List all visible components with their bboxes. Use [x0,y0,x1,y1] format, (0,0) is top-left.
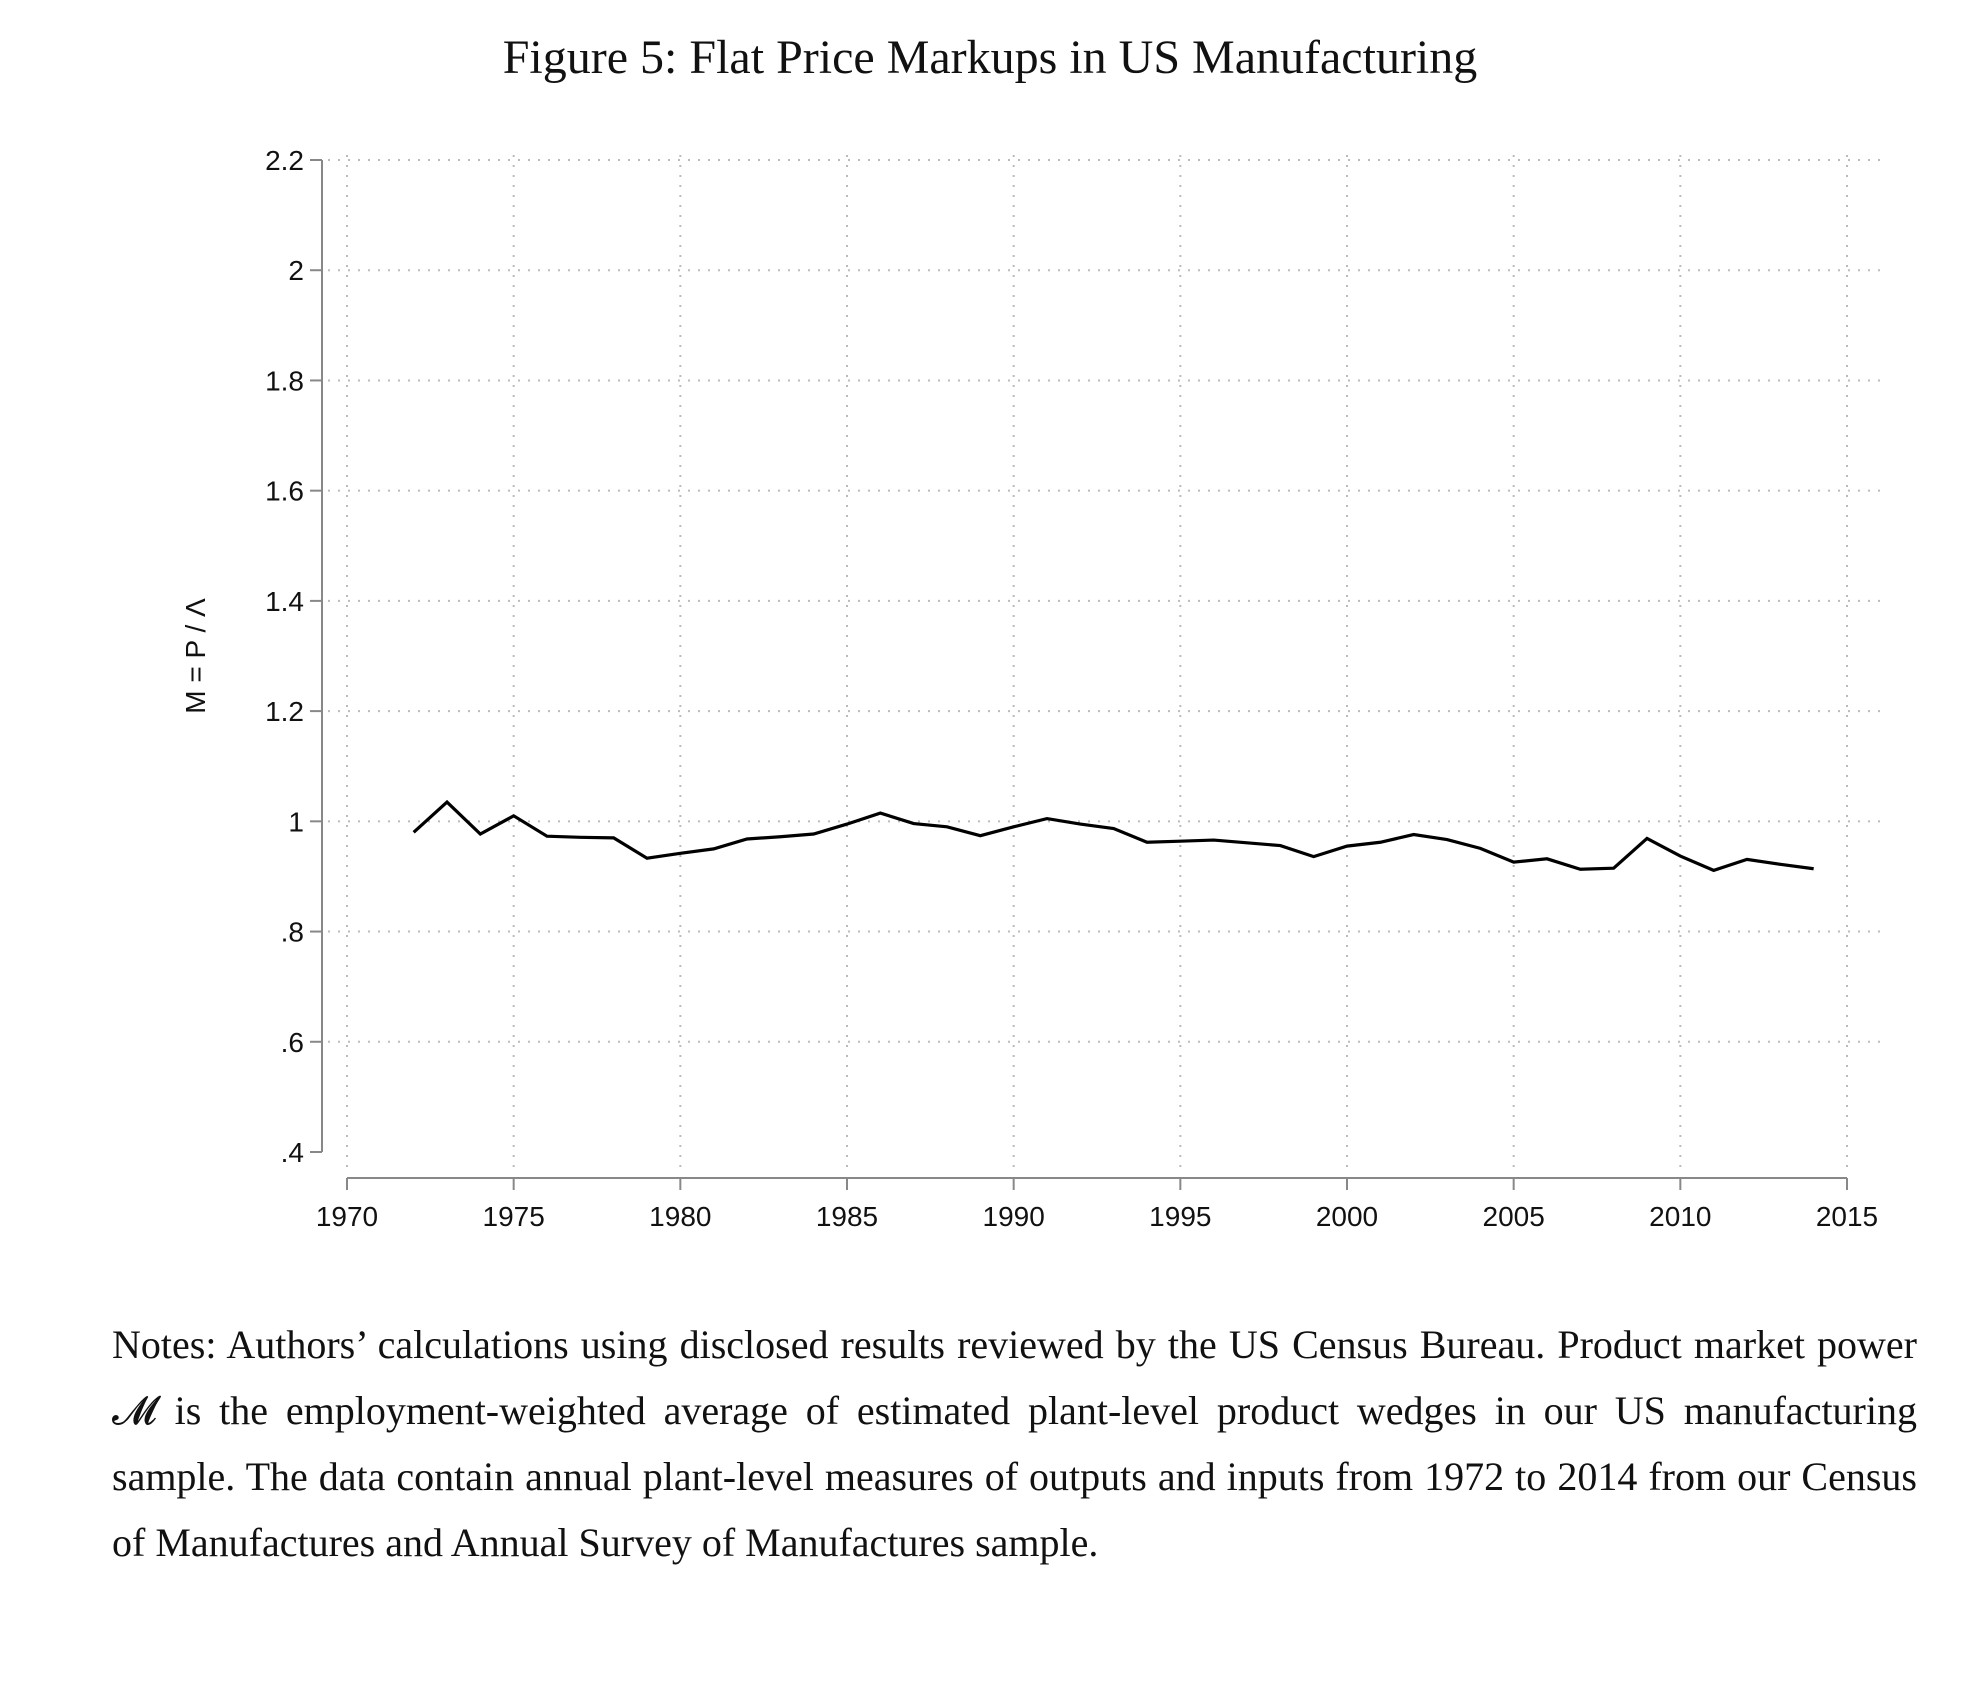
x-tick-label: 1995 [1149,1201,1211,1232]
y-tick-label: 2 [288,255,304,286]
y-tick-label: 1 [288,806,304,837]
y-tick-label: 1.4 [265,586,304,617]
x-tick-label: 1975 [483,1201,545,1232]
x-tick-label: 1985 [816,1201,878,1232]
x-tick-label: 1990 [983,1201,1045,1232]
x-tick-label: 1980 [649,1201,711,1232]
line-chart: .4 .6 .8 1 1.2 1.4 1.6 1.8 2 2.2 1970 1975 1980 1985 1… [180,145,1880,1232]
figure-title: Figure 5: Flat Price Markups in US Manuf… [502,31,1478,84]
y-tick-label: .8 [281,917,304,948]
y-tick-label: .4 [281,1137,304,1168]
x-tick-label: 2015 [1816,1201,1878,1232]
figure-notes: Notes: Authors’ calculations using discl… [112,1322,1917,1565]
y-tick-label: .6 [281,1027,304,1058]
series-line [412,799,1814,873]
y-axis-label: M = P / Λ [180,598,211,714]
y-tick-label: 2.2 [265,145,304,176]
x-tick-label: 2000 [1316,1201,1378,1232]
y-tick-label: 1.2 [265,696,304,727]
x-tick-label: 2005 [1483,1201,1545,1232]
x-tick-label: 1970 [316,1201,378,1232]
y-tick-label: 1.6 [265,476,304,507]
y-tick-label: 1.8 [265,365,304,396]
x-tick-label: 2010 [1649,1201,1711,1232]
